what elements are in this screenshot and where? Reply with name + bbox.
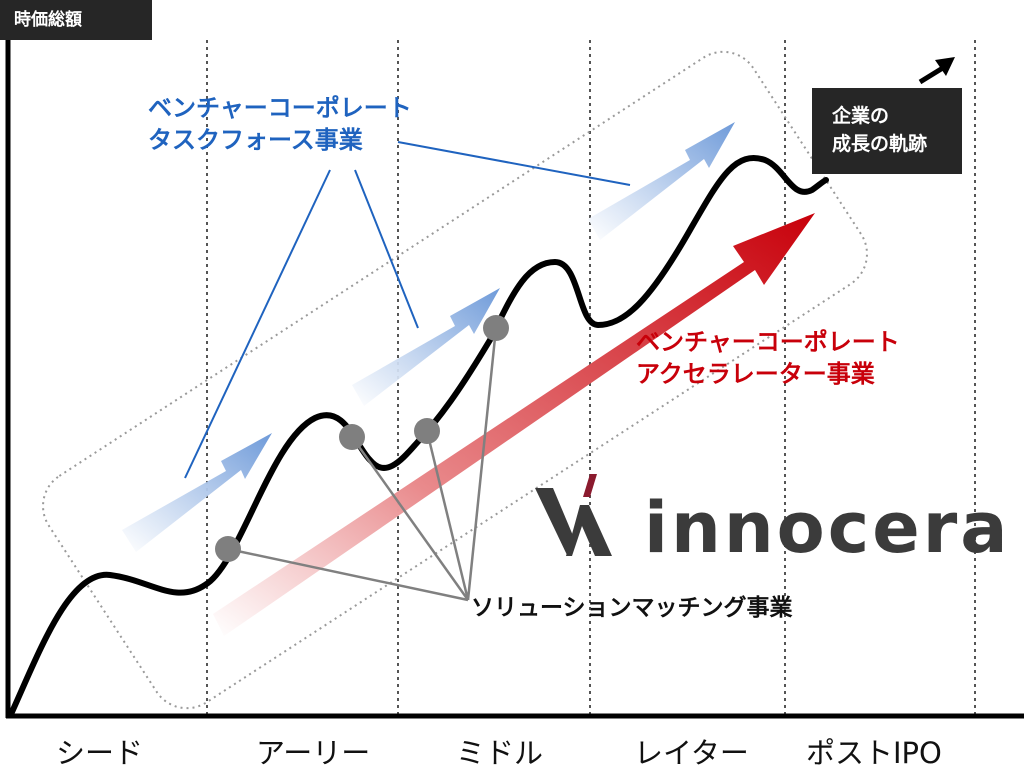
growth-curve xyxy=(9,155,829,715)
accelerator-callout: ベンチャーコーポレート アクセラレーター事業 xyxy=(636,326,900,390)
grey-leader-1 xyxy=(227,547,469,602)
blue-arrow-2 xyxy=(352,288,500,406)
solution-points xyxy=(215,315,509,562)
stage-label-later: レイター xyxy=(634,736,749,770)
arrow-up-right-icon xyxy=(918,57,955,85)
taskforce-callout-line-2: タスクフォース事業 xyxy=(148,126,363,154)
blue-leader-1 xyxy=(184,169,331,479)
solution-matching-callout: ソリューションマッチング事業 xyxy=(471,595,793,621)
blue-arrow-1 xyxy=(122,433,272,552)
solution-dot-1 xyxy=(215,536,241,562)
blue-leader-2 xyxy=(354,169,419,329)
stage-label-middle: ミドル xyxy=(456,736,544,770)
solution-dot-4 xyxy=(483,315,509,341)
solution-leader-lines xyxy=(227,327,498,602)
grey-leader-2 xyxy=(350,436,470,601)
solution-dot-2 xyxy=(339,424,365,450)
stage-label-seed: シード xyxy=(56,736,144,770)
accelerator-callout-line-2: アクセラレーター事業 xyxy=(636,360,875,388)
taskforce-callout: ベンチャーコーポレート タスクフォース事業 xyxy=(148,92,412,156)
growth-trajectory-line-2: 成長の軌跡 xyxy=(832,133,928,155)
y-axis-label: 時価総額 xyxy=(0,0,152,40)
blue-arrow-3 xyxy=(588,122,735,240)
blue-leader-3 xyxy=(397,141,631,186)
taskforce-leader-lines xyxy=(184,141,631,479)
taskforce-callout-line-1: ベンチャーコーポレート xyxy=(148,94,412,122)
growth-trajectory-box: 企業の 成長の軌跡 xyxy=(812,88,962,174)
innocera-wordmark: innocera xyxy=(644,487,1011,569)
growth-trajectory-line-1: 企業の xyxy=(832,105,890,127)
taskforce-arrows xyxy=(122,122,735,552)
accelerator-arrow xyxy=(213,213,815,636)
stage-label-post-ipo: ポストIPO xyxy=(806,736,942,770)
va-logo-icon xyxy=(535,474,612,556)
grey-leader-3 xyxy=(425,430,470,601)
grey-leader-4 xyxy=(466,327,498,601)
stage-label-early: アーリー xyxy=(256,736,371,770)
accelerator-callout-line-1: ベンチャーコーポレート xyxy=(636,328,900,356)
solution-dot-3 xyxy=(414,418,440,444)
